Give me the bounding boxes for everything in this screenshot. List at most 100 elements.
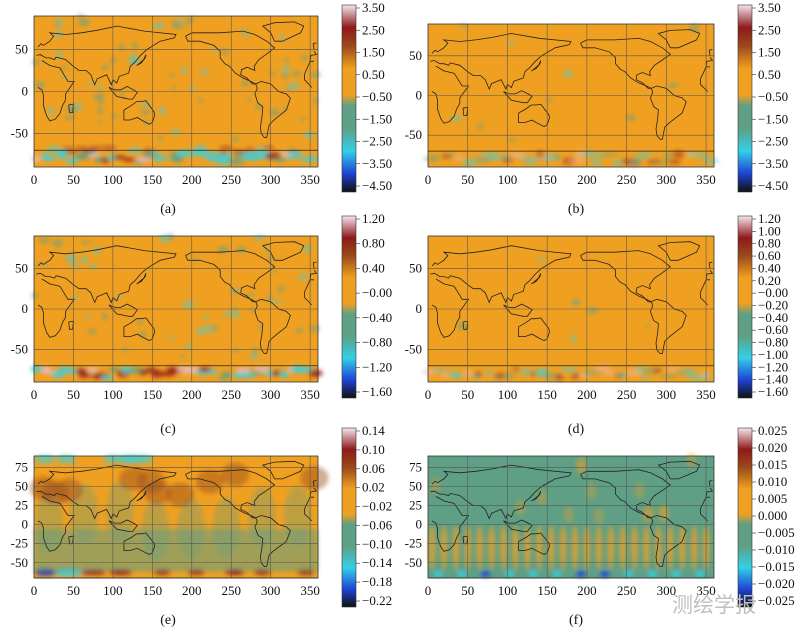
x-tick-label: 350: [696, 583, 716, 598]
gridlines: [428, 24, 714, 167]
anomaly-cell: [559, 525, 567, 570]
anomaly-cell: [278, 370, 290, 378]
anomaly-cell: [31, 155, 41, 163]
anomaly-cell: [563, 506, 574, 523]
anomaly-cell: [560, 367, 578, 373]
anomaly-cell: [254, 150, 269, 154]
anomaly-cell: [158, 156, 170, 161]
colorbar-tick-label: 0.14: [362, 423, 385, 438]
anomaly-cell: [112, 155, 127, 160]
anomaly-cell: [55, 52, 63, 59]
x-tick-label: 50: [461, 583, 474, 598]
y-tick-label: 0: [22, 84, 29, 99]
anomaly-cell: [128, 148, 142, 152]
coastline: [123, 100, 156, 125]
anomaly-cell: [599, 571, 610, 577]
colorbar-tick-label: 0.20: [758, 273, 781, 288]
anomaly-cell: [171, 19, 178, 26]
anomaly-cell: [208, 151, 222, 155]
anomaly-cell: [102, 146, 117, 150]
anomaly-cell: [586, 483, 597, 500]
heatmap-anomalies: [30, 233, 323, 381]
anomaly-cell: [512, 367, 522, 372]
anomaly-cell: [168, 233, 174, 241]
y-tick-label: -25: [405, 536, 422, 551]
anomaly-cell: [568, 158, 584, 164]
anomaly-cell: [666, 525, 674, 570]
anomaly-cell: [576, 458, 587, 475]
anomaly-cell: [502, 372, 516, 380]
anomaly-cell: [93, 246, 100, 255]
anomaly-cell: [233, 310, 240, 318]
x-tick-label: 250: [617, 387, 637, 402]
anomaly-cell: [262, 248, 270, 252]
anomaly-cell: [46, 146, 60, 150]
y-tick-label: 0: [416, 301, 423, 316]
anomaly-cell: [523, 525, 531, 570]
anomaly-cell: [153, 22, 165, 29]
x-tick-label: 200: [182, 387, 202, 402]
anomaly-cell: [245, 152, 263, 161]
x-tick-label: 350: [300, 583, 320, 598]
anomaly-cell: [594, 365, 612, 373]
coastlines: [34, 241, 318, 367]
anomaly-cell: [89, 264, 98, 269]
x-tick-label: 300: [657, 172, 677, 187]
anomaly-cell: [137, 469, 166, 494]
y-tick-label: 0: [416, 517, 423, 532]
anomaly-cell: [119, 91, 125, 99]
anomaly-cell: [686, 452, 697, 469]
anomaly-cell: [515, 499, 526, 516]
colorbar-tick-label: 0.02: [362, 480, 385, 495]
anomaly-cell: [552, 571, 563, 577]
coastline: [136, 490, 147, 502]
anomaly-cell: [563, 69, 572, 78]
colorbar-tick-label: −0.10: [362, 536, 392, 551]
coastline: [123, 532, 156, 555]
anomaly-cell: [480, 571, 491, 577]
coastline: [708, 480, 713, 487]
anomaly-cell: [51, 370, 65, 379]
anomaly-cell: [110, 114, 120, 118]
anomaly-cell: [689, 24, 700, 33]
coastlines: [34, 21, 318, 151]
panel-caption: (d): [568, 422, 585, 437]
anomaly-cell: [303, 245, 312, 253]
coastline: [503, 519, 533, 532]
gridlines: [34, 16, 318, 167]
anomaly-cell: [249, 353, 259, 359]
anomaly-cell: [291, 71, 303, 77]
colorbar-tick-label: 1.20: [362, 211, 385, 226]
colorbar-tick-label: 0.020: [758, 440, 787, 455]
anomaly-cell: [553, 154, 562, 160]
colorbar-tick-label: −0.60: [758, 322, 788, 337]
colorbar-tick-label: 3.50: [758, 0, 781, 15]
colorbar-tick-label: −1.50: [362, 111, 392, 126]
anomaly-cell: [34, 455, 55, 463]
anomaly-cell: [595, 525, 603, 570]
colorbar-tick-label: −0.40: [362, 310, 392, 325]
anomaly-cell: [528, 571, 539, 577]
anomaly-cell: [430, 477, 441, 494]
anomaly-cell: [216, 158, 232, 165]
x-tick-label: 250: [617, 172, 637, 187]
coastline: [37, 496, 315, 552]
anomaly-cell: [60, 65, 67, 71]
coastline: [657, 29, 701, 49]
x-tick-label: 200: [182, 583, 202, 598]
anomaly-cell: [170, 85, 176, 91]
coastline: [261, 460, 305, 480]
anomaly-cell: [175, 149, 192, 158]
anomaly-cell: [292, 151, 304, 158]
colorbar-tick-label: −0.80: [758, 335, 788, 350]
x-tick-label: 250: [221, 172, 241, 187]
colorbar-tick-label: 1.50: [362, 45, 385, 60]
anomaly-cell: [103, 455, 124, 463]
anomaly-cell: [666, 366, 681, 372]
anomaly-cell: [270, 108, 280, 117]
x-tick-label: 150: [537, 172, 557, 187]
heatmap-anomalies: [421, 258, 712, 381]
panel-caption: (e): [160, 613, 176, 628]
anomaly-cell: [690, 525, 698, 570]
anomaly-cell: [500, 525, 507, 570]
